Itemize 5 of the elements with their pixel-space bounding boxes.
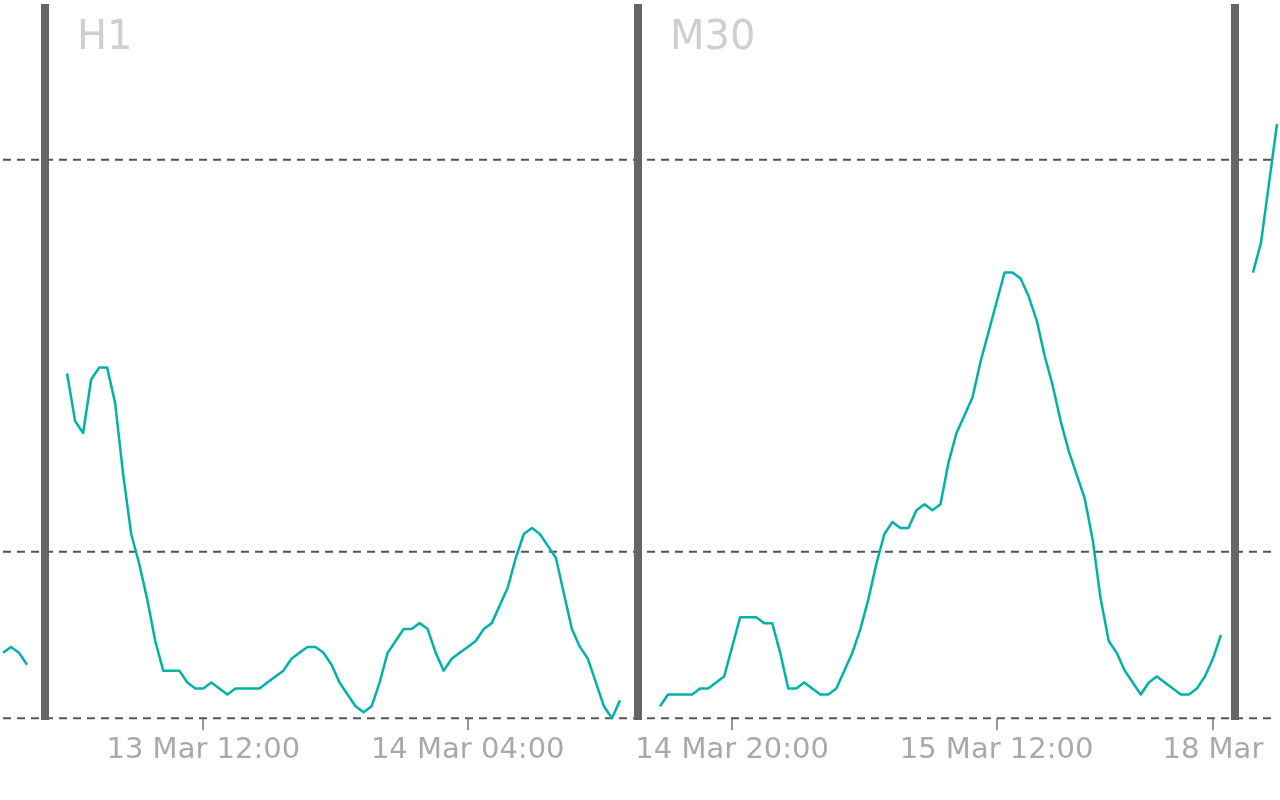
x-tick-label: 18 Mar	[1162, 731, 1264, 766]
x-tick-label: 15 Mar 12:00	[899, 731, 1094, 766]
x-tick-label: 13 Mar 12:00	[106, 731, 301, 766]
x-tick-label: 14 Mar 04:00	[370, 731, 565, 766]
x-tick-label: 14 Mar 20:00	[635, 731, 829, 766]
